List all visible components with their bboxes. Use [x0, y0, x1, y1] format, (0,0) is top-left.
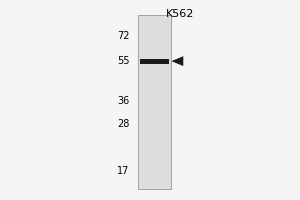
Text: 28: 28 — [117, 119, 129, 129]
Bar — [140, 59, 169, 64]
Text: 72: 72 — [117, 31, 129, 41]
Text: 17: 17 — [117, 166, 129, 176]
Bar — [138, 15, 171, 189]
Text: K562: K562 — [166, 9, 194, 19]
Text: 36: 36 — [117, 96, 129, 106]
Text: 55: 55 — [117, 56, 129, 66]
Polygon shape — [171, 56, 183, 66]
